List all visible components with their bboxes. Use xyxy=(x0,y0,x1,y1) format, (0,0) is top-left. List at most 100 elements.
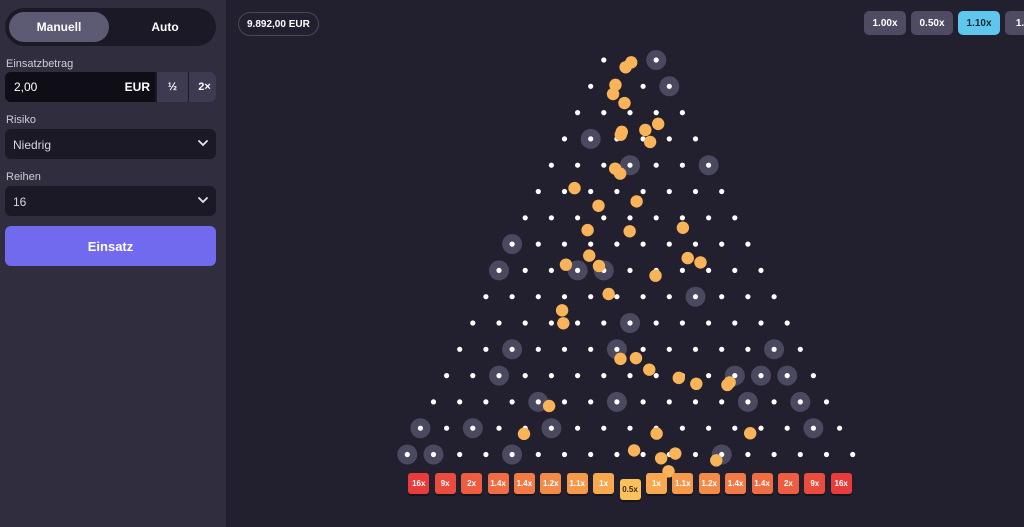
peg xyxy=(692,188,699,195)
ball xyxy=(583,249,596,262)
ball xyxy=(581,223,594,237)
peg xyxy=(653,162,659,168)
peg xyxy=(535,241,541,247)
ball xyxy=(592,259,606,273)
bet-currency: EUR xyxy=(124,80,150,94)
peg xyxy=(509,451,515,458)
peg xyxy=(771,346,777,352)
peg xyxy=(653,110,659,116)
multiplier-slot: 0.5x xyxy=(619,479,641,500)
rows-select[interactable]: 16 xyxy=(5,186,216,216)
peg xyxy=(483,399,489,405)
mode-toggle: Manuell Auto xyxy=(5,8,216,46)
peg xyxy=(470,320,476,326)
peg xyxy=(470,373,476,379)
peg xyxy=(561,346,568,352)
place-bet-button[interactable]: Einsatz xyxy=(5,226,216,266)
peg xyxy=(692,241,699,247)
peg xyxy=(535,451,541,458)
speed-button-4[interactable]: 1. xyxy=(1005,11,1024,35)
peg xyxy=(784,373,790,379)
peg xyxy=(601,373,607,379)
peg xyxy=(666,294,672,300)
peg xyxy=(666,399,672,405)
peg xyxy=(706,162,712,168)
peg xyxy=(601,425,607,431)
ball xyxy=(650,427,663,440)
ball xyxy=(608,162,622,175)
auto-mode-button[interactable]: Auto xyxy=(151,20,179,34)
peg xyxy=(483,346,489,352)
peg xyxy=(640,294,646,300)
peg xyxy=(509,241,515,247)
peg xyxy=(666,83,672,89)
ball xyxy=(649,269,662,282)
peg xyxy=(837,425,843,431)
risk-select[interactable]: Niedrig xyxy=(5,129,216,159)
peg xyxy=(561,294,568,300)
speed-button-3[interactable]: 1.10x xyxy=(958,11,1000,35)
peg xyxy=(745,451,751,458)
ball xyxy=(623,225,636,238)
peg xyxy=(666,136,672,142)
multiplier-slot: 1.2x xyxy=(540,473,562,494)
bet-amount-input[interactable]: 2,00 EUR xyxy=(5,72,155,102)
multiplier-slot: 2x xyxy=(461,473,483,494)
peg xyxy=(601,57,607,63)
peg xyxy=(627,267,633,273)
multiplier-slot: 1x xyxy=(645,473,667,494)
peg xyxy=(627,320,633,326)
speed-button-2[interactable]: 0.50x xyxy=(911,11,953,35)
multiplier-slot: 9x xyxy=(804,473,826,494)
peg xyxy=(692,294,699,300)
peg xyxy=(627,373,633,379)
peg xyxy=(679,110,686,116)
peg xyxy=(496,320,502,326)
peg xyxy=(561,399,568,405)
peg xyxy=(417,425,423,431)
ball xyxy=(690,377,703,391)
ball xyxy=(639,123,652,137)
peg xyxy=(692,346,699,352)
peg xyxy=(588,83,594,89)
peg xyxy=(483,451,489,458)
peg xyxy=(522,215,528,221)
peg xyxy=(771,451,777,458)
peg xyxy=(719,399,725,405)
multiplier-slot: 1.4x xyxy=(725,473,747,494)
multiplier-slot: 16x xyxy=(408,473,430,494)
ball xyxy=(669,447,682,460)
peg xyxy=(601,162,607,168)
rows-value: 16 xyxy=(13,195,27,209)
peg xyxy=(588,346,594,352)
multiplier-slot: 1.1x xyxy=(672,473,694,494)
peg xyxy=(706,267,712,273)
peg xyxy=(745,294,751,300)
peg xyxy=(522,320,528,326)
multiplier-slot: 16x xyxy=(830,473,852,494)
peg xyxy=(823,451,830,458)
peg xyxy=(706,215,712,221)
ball xyxy=(654,452,668,465)
ball xyxy=(629,351,643,365)
ball xyxy=(743,427,757,440)
peg xyxy=(627,425,633,431)
ball xyxy=(672,371,685,385)
peg xyxy=(666,241,672,247)
double-bet-button[interactable]: 2× xyxy=(189,72,216,102)
peg xyxy=(823,399,830,405)
ball xyxy=(676,221,690,234)
chevron-down-icon xyxy=(198,197,208,204)
peg xyxy=(457,451,463,458)
peg xyxy=(719,294,725,300)
peg xyxy=(404,451,410,458)
speed-button-1[interactable]: 1.00x xyxy=(864,11,906,35)
manual-mode-button[interactable]: Manuell xyxy=(9,12,109,42)
peg xyxy=(653,215,659,221)
peg xyxy=(679,162,686,168)
half-bet-button[interactable]: ½ xyxy=(157,72,188,102)
risk-label: Risiko xyxy=(6,114,36,126)
control-panel: Manuell Auto Einsatzbetrag 2,00 EUR ½ 2×… xyxy=(0,0,226,527)
ball xyxy=(592,199,605,212)
